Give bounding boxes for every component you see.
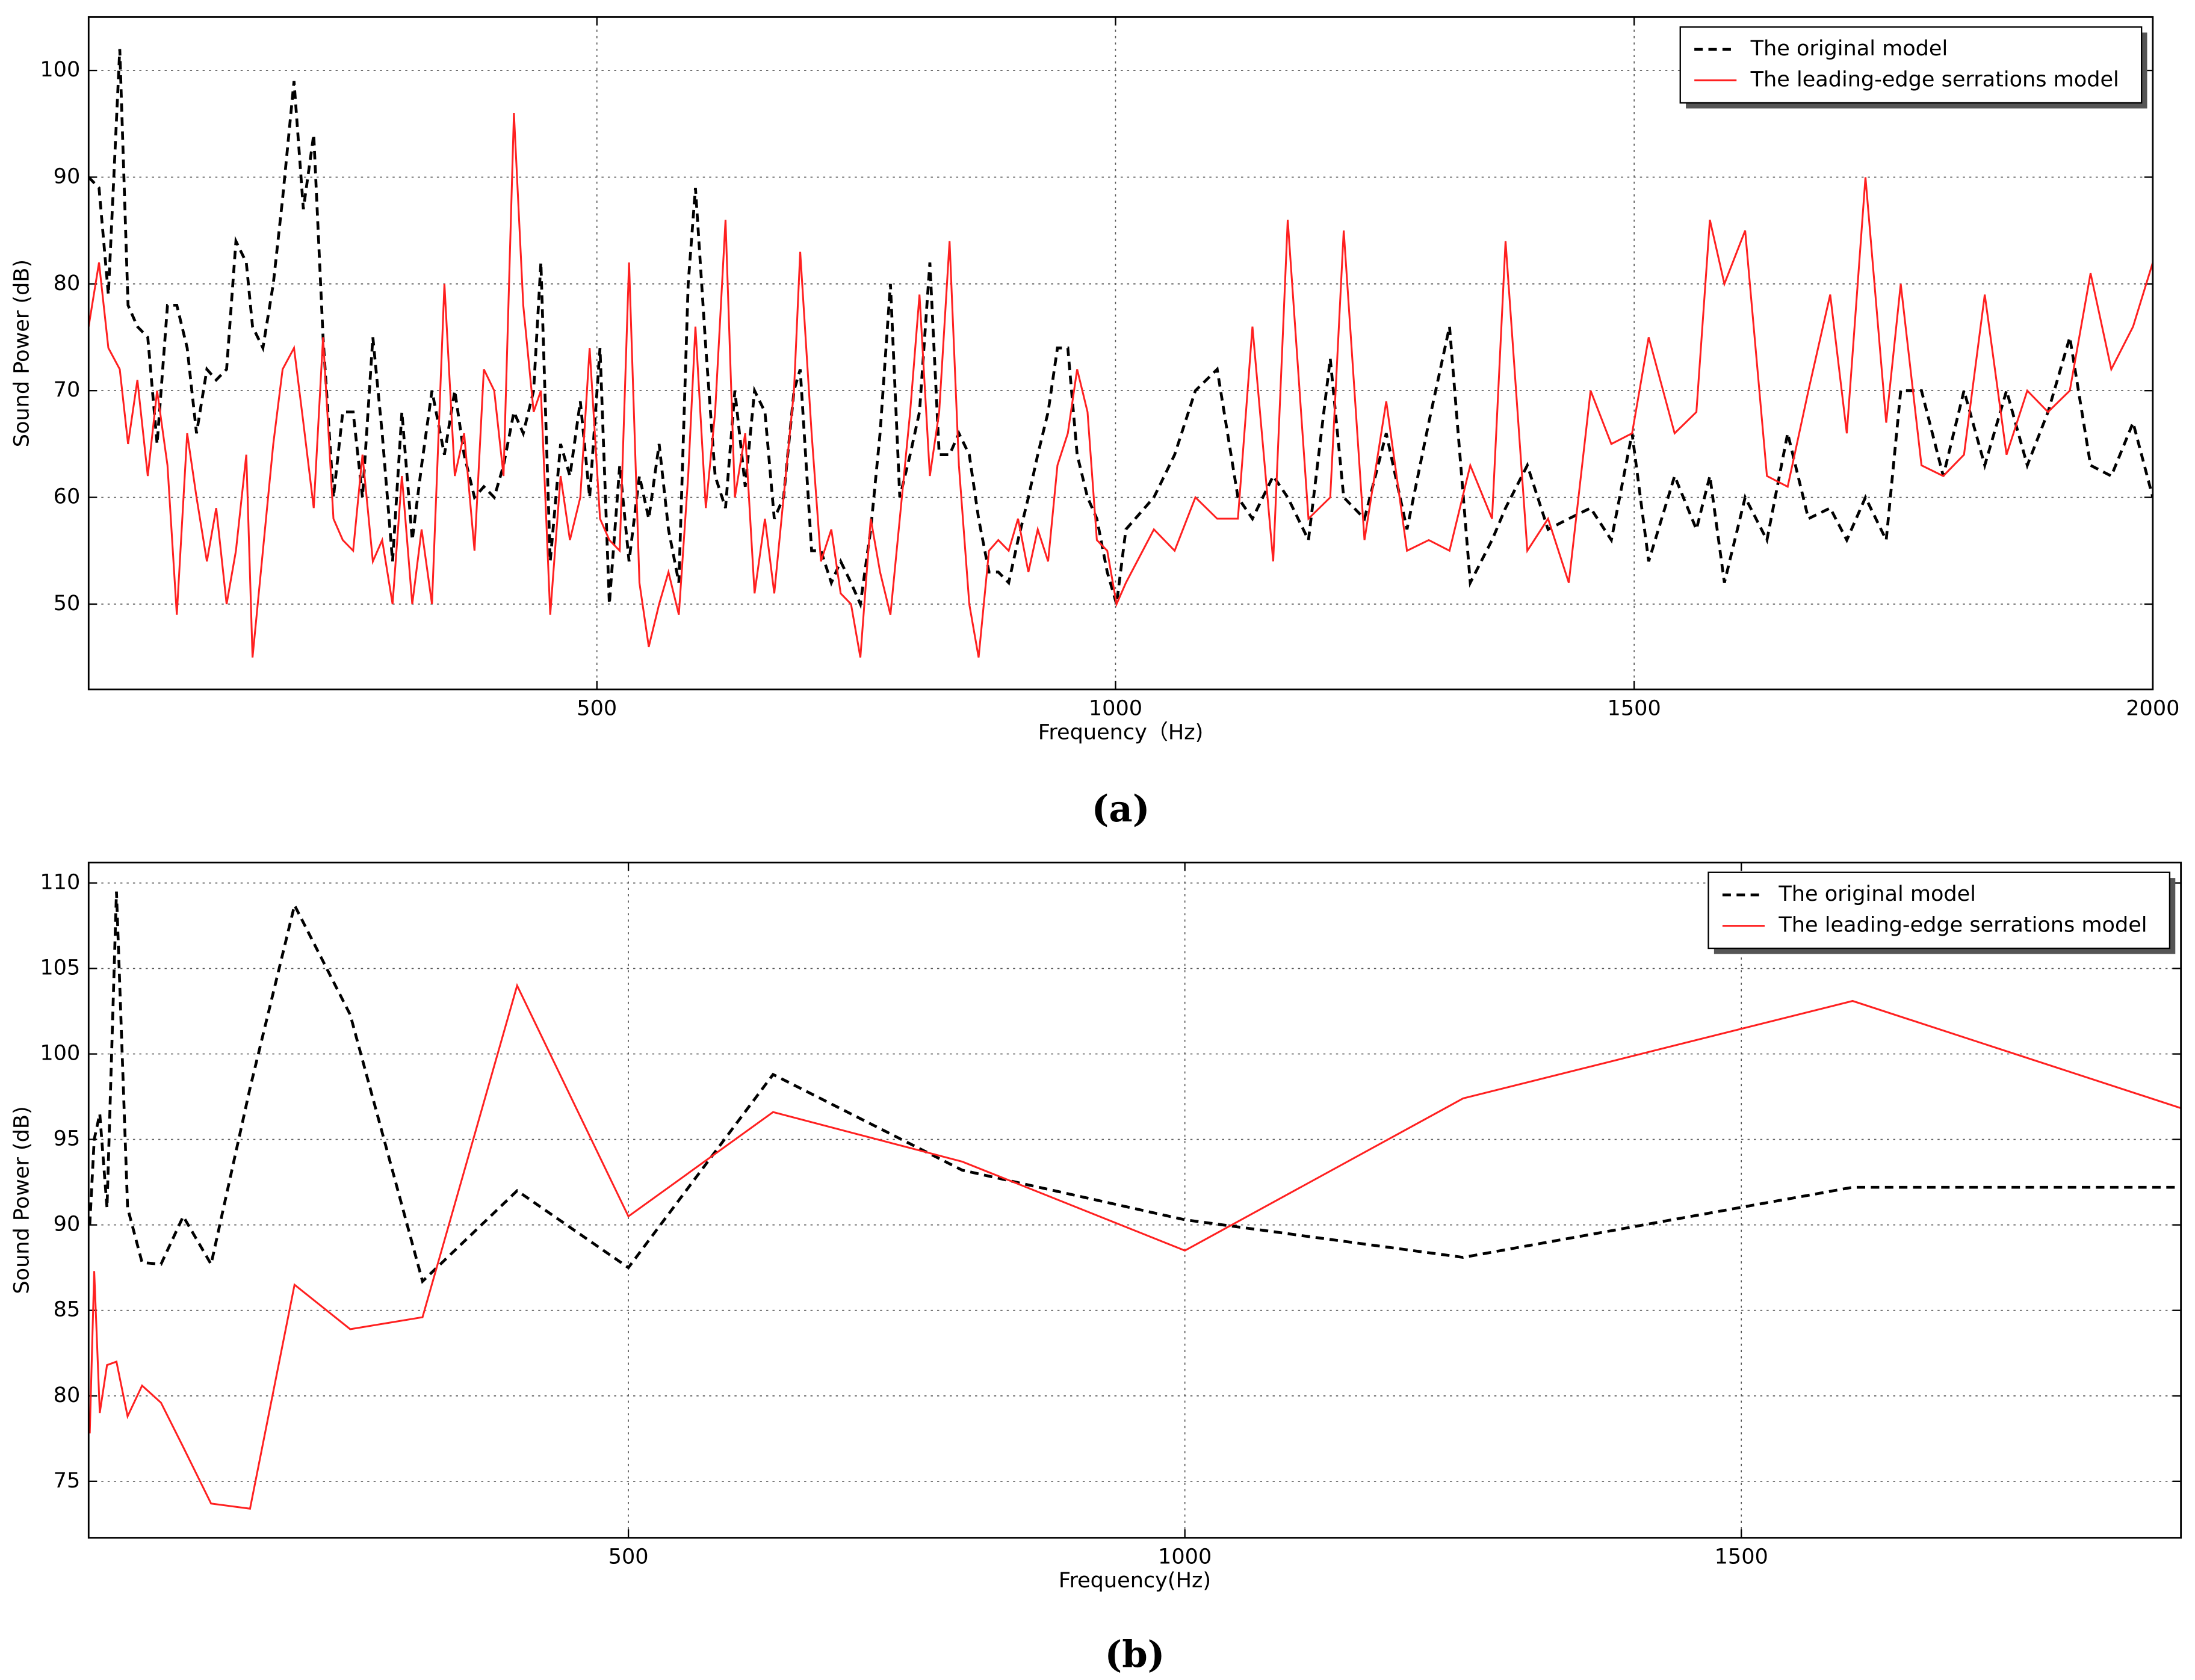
- y-tick-label: 95: [54, 1126, 81, 1151]
- x-tick-label: 500: [608, 1544, 649, 1569]
- y-tick-label: 90: [54, 1212, 81, 1237]
- y-tick-label: 80: [54, 271, 81, 295]
- x-tick-label: 1500: [1715, 1544, 1768, 1569]
- legend-box: [1679, 26, 2143, 104]
- series-line: [88, 891, 2181, 1284]
- y-tick-label: 70: [54, 377, 81, 402]
- plot-frame: [87, 862, 2182, 1539]
- y-tick-label: 100: [40, 1041, 80, 1066]
- x-tick-label: 1000: [1158, 1544, 1212, 1569]
- y-tick-label: 100: [40, 57, 80, 82]
- x-tick-label: 2000: [2126, 696, 2179, 721]
- x-tick-label: 1000: [1089, 696, 1142, 721]
- x-axis-label: Frequency（Hz): [1038, 720, 1204, 744]
- legend: The original model The leading-edge serra…: [1707, 871, 2176, 954]
- legend-label: The original model: [1778, 882, 1976, 906]
- x-tick-label: 500: [577, 696, 617, 721]
- series-line: [88, 49, 2153, 610]
- y-axis-label: Sound Power (dB): [9, 259, 34, 447]
- y-tick-label: 105: [40, 956, 80, 980]
- chart: 75 80 85 90 95 100 105 110 500 1000 1500 Frequency(…: [9, 862, 2182, 1676]
- y-tick-label: 60: [54, 484, 81, 509]
- y-tick-label: 80: [54, 1383, 81, 1407]
- legend: The original model The leading-edge serra…: [1679, 26, 2147, 109]
- plot-frame: [87, 16, 2154, 691]
- x-axis-label: Frequency(Hz): [1059, 1568, 1211, 1593]
- x-tick-label: 1500: [1608, 696, 1661, 721]
- legend-label: The leading-edge serrations model: [1778, 913, 2147, 937]
- legend-label: The original model: [1750, 36, 1948, 61]
- chart: 50 60 70 80 90 100 500 1000 1500 2000 Frequency（Hz…: [9, 16, 2179, 830]
- series-line: [88, 113, 2153, 658]
- y-axis-label: Sound Power (dB): [9, 1106, 34, 1294]
- y-tick-label: 85: [54, 1297, 81, 1322]
- y-tick-label: 75: [54, 1468, 81, 1493]
- legend-label: The leading-edge serrations model: [1750, 67, 2119, 92]
- caption: (b): [1104, 1633, 1165, 1676]
- legend-box: [1707, 871, 2171, 950]
- y-tick-label: 50: [54, 591, 81, 616]
- y-tick-label: 110: [40, 869, 80, 894]
- y-tick-label: 90: [54, 164, 81, 188]
- series-line: [88, 983, 2181, 1510]
- caption: (a): [1092, 788, 1150, 830]
